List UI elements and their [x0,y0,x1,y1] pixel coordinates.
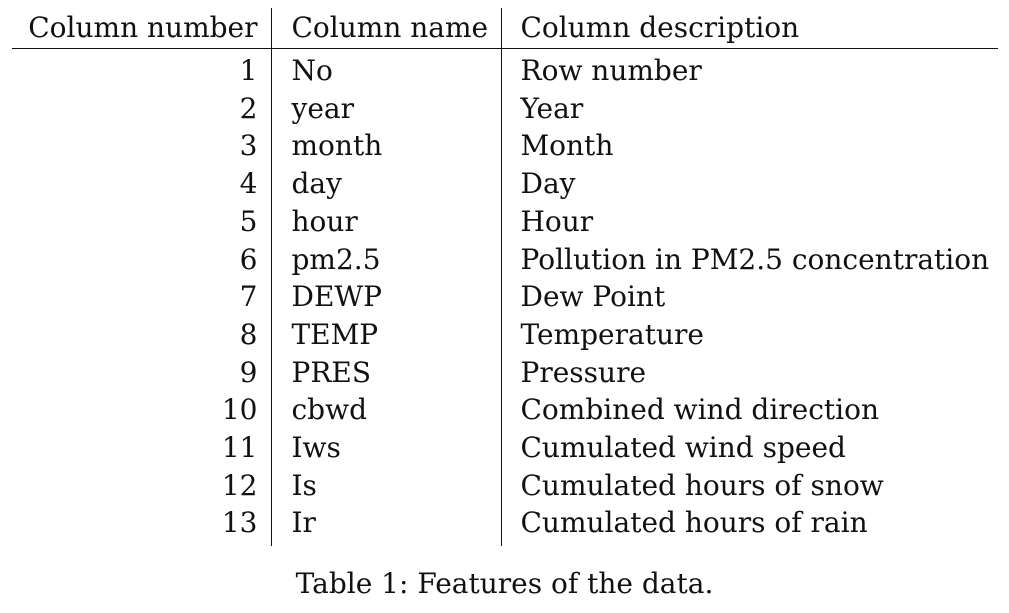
header-column-number: Column number [12,8,272,49]
cell-column-description: Cumulated hours of snow [520,468,884,502]
cell-column-number: 6 [12,240,272,279]
cell-column-description: Cumulated wind speed [520,431,846,465]
table-caption: Table 1: Features of the data. [295,567,714,600]
cell-column-description: Dew Point [520,280,666,314]
table-row: 1 No Row number [12,48,998,90]
cell-column-name: PRES [271,353,502,392]
table-row: 5 hour Hour [12,202,998,241]
cell-column-number: 2 [12,89,272,128]
cell-column-description: Month [520,129,614,163]
cell-column-number: 9 [12,353,272,392]
cell-column-number: 11 [12,429,272,467]
cell-column-name: TEMP [271,315,502,354]
cell-column-number: 12 [12,466,272,505]
cell-column-name: DEWP [271,278,502,316]
table-row: 8 TEMP Temperature [12,315,998,354]
table-row: 9 PRES Pressure [12,353,998,392]
cell-column-name: Iws [271,429,502,467]
cell-column-number: 7 [12,278,272,316]
table-row: 13 Ir Cumulated hours of rain [12,504,998,547]
table-row: 11 Iws Cumulated wind speed [12,429,998,467]
cell-column-description: Pressure [520,355,647,389]
cell-column-number: 1 [12,48,272,90]
table-body: 1 No Row number 2 year Year 3 month Month 4 day Day… [12,48,998,547]
cell-column-description: Combined wind direction [520,393,880,427]
cell-column-number: 5 [12,202,272,241]
cell-column-name: day [271,165,502,203]
header-column-description: Column description [501,8,998,49]
cell-column-description: Hour [520,204,594,238]
table-row: 2 year Year [12,89,998,128]
header-row: Column number Column name Column descrip… [12,8,998,49]
cell-column-name: pm2.5 [271,240,502,279]
cell-column-number: 13 [12,504,272,547]
cell-column-description: Day [520,167,576,201]
cell-column-name: month [271,127,502,166]
table-row: 12 Is Cumulated hours of snow [12,466,998,505]
cell-column-name: hour [271,202,502,241]
cell-column-number: 3 [12,127,272,166]
header-column-name: Column name [271,8,502,49]
features-table-container: Column number Column name Column descrip… [12,8,998,547]
table-row: 10 cbwd Combined wind direction [12,391,998,430]
table-row: 6 pm2.5 Pollution in PM2.5 concentration [12,240,998,279]
cell-column-number: 4 [12,165,272,203]
table-row: 7 DEWP Dew Point [12,278,998,316]
cell-column-description: Row number [520,54,702,87]
cell-column-name: Is [271,466,502,505]
table-row: 4 day Day [12,165,998,203]
cell-column-description: Pollution in PM2.5 concentration [520,242,990,276]
table-header: Column number Column name Column descrip… [12,8,998,49]
cell-column-description: Cumulated hours of rain [520,506,868,540]
cell-column-description: Temperature [520,317,704,351]
features-table: Column number Column name Column descrip… [12,8,998,547]
cell-column-name: cbwd [271,391,502,430]
cell-column-name: No [271,48,502,90]
cell-column-name: Ir [271,504,502,547]
cell-column-description: Year [520,91,584,125]
cell-column-number: 10 [12,391,272,430]
cell-column-name: year [271,89,502,128]
cell-column-number: 8 [12,315,272,354]
table-row: 3 month Month [12,127,998,166]
